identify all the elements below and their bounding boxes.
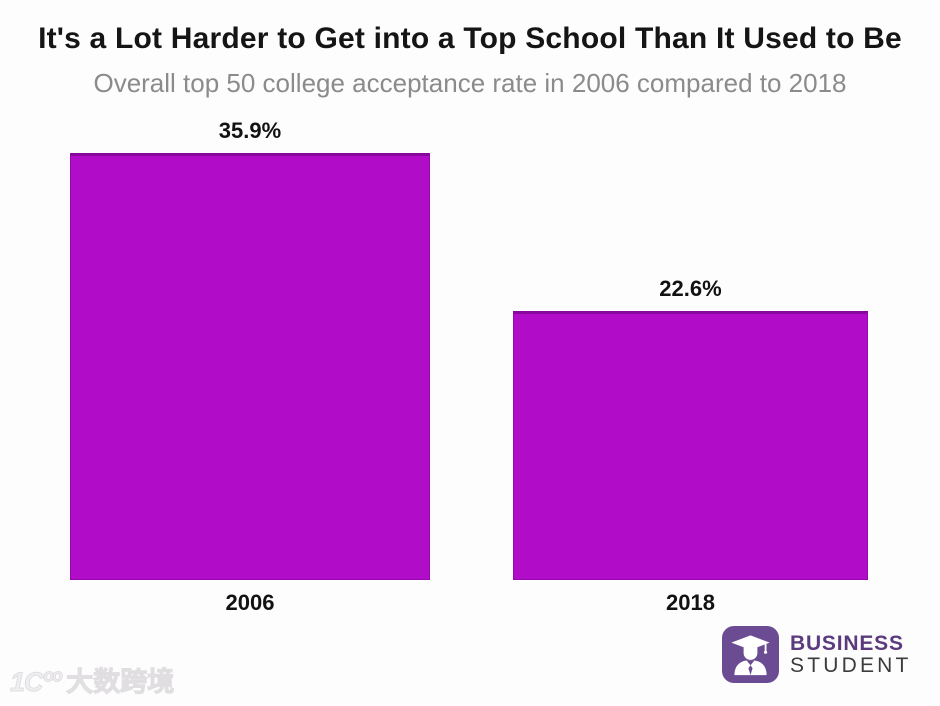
graduation-student-icon <box>722 626 779 683</box>
bar-group-2018: 22.6% <box>513 276 868 580</box>
bar-2018 <box>513 311 868 580</box>
category-label-2018: 2018 <box>666 590 715 615</box>
chart-title: It's a Lot Harder to Get into a Top Scho… <box>38 22 902 55</box>
bar-group-2006: 35.9% <box>70 118 430 580</box>
watermark-logo-glyph: 1Cºº <box>9 667 61 698</box>
brand-line-student: STUDENT <box>790 653 912 677</box>
bar-2006 <box>70 153 430 580</box>
brand-wordmark: BUSINESS STUDENT <box>790 633 912 676</box>
business-student-logo: BUSINESS STUDENT <box>722 626 912 683</box>
brand-line-business: BUSINESS <box>790 632 904 656</box>
value-label-2018: 22.6% <box>659 276 722 301</box>
category-label-2006: 2006 <box>225 590 275 615</box>
chart-subtitle: Overall top 50 college acceptance rate i… <box>93 68 847 98</box>
watermark: 1Cºº 大数跨境 <box>9 660 175 699</box>
watermark-text: 大数跨境 <box>66 667 175 698</box>
value-label-2006: 35.9% <box>218 118 282 143</box>
